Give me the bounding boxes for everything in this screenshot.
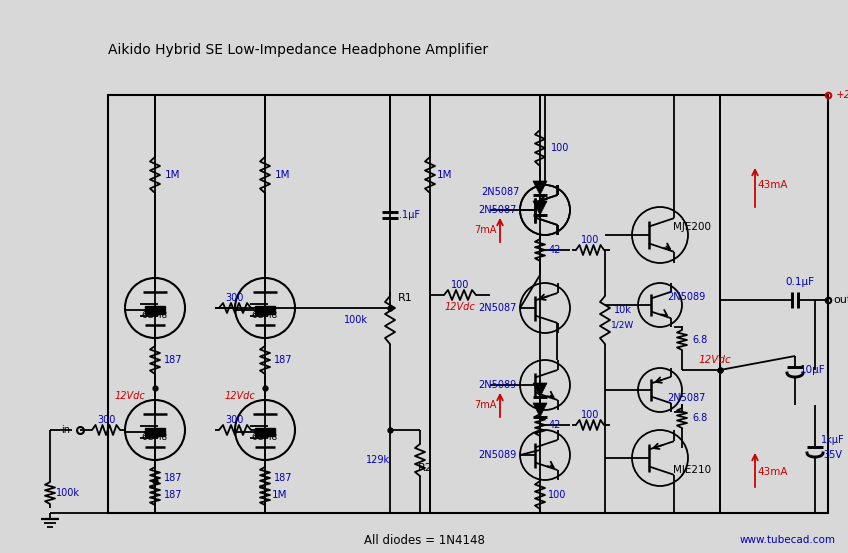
Text: 35V: 35V (823, 450, 843, 460)
Text: www.tubecad.com: www.tubecad.com (740, 535, 836, 545)
Text: Aikido Hybrid SE Low-Impedance Headphone Amplifier: Aikido Hybrid SE Low-Impedance Headphone… (108, 43, 488, 57)
Text: 129k: 129k (365, 455, 390, 465)
Text: MJE200: MJE200 (673, 222, 711, 232)
Text: out: out (833, 295, 848, 305)
Polygon shape (533, 383, 547, 397)
Text: in: in (61, 425, 70, 435)
Text: 43mA: 43mA (758, 180, 789, 190)
Text: 6GM8: 6GM8 (142, 311, 168, 321)
Text: 6.8: 6.8 (692, 413, 707, 423)
Text: .1μF: .1μF (399, 210, 421, 220)
Text: 2N5089: 2N5089 (478, 380, 516, 390)
Text: 42: 42 (549, 245, 561, 255)
Text: 1/2W: 1/2W (611, 321, 634, 330)
Text: 300: 300 (97, 415, 115, 425)
Text: 100: 100 (451, 280, 469, 290)
Text: 0.1μF: 0.1μF (785, 277, 814, 287)
Text: 2N5087: 2N5087 (481, 187, 519, 197)
Text: 6GM8: 6GM8 (252, 311, 278, 321)
Text: 43mA: 43mA (758, 467, 789, 477)
Text: 6GM8: 6GM8 (142, 434, 168, 442)
Text: 2N5089: 2N5089 (667, 292, 706, 302)
Text: R1: R1 (398, 293, 413, 303)
Polygon shape (533, 403, 547, 417)
Polygon shape (533, 181, 547, 195)
Text: 1M: 1M (438, 170, 453, 180)
Text: 12Vdc: 12Vdc (444, 302, 476, 312)
Text: 300: 300 (226, 293, 244, 303)
Text: 100k: 100k (344, 315, 368, 325)
FancyBboxPatch shape (145, 306, 165, 314)
Polygon shape (533, 201, 547, 215)
Text: 2N5087: 2N5087 (477, 303, 516, 313)
Text: 12Vdc: 12Vdc (114, 391, 145, 401)
Text: 12Vdc: 12Vdc (699, 355, 731, 365)
FancyBboxPatch shape (255, 427, 275, 436)
Text: 1M: 1M (272, 490, 287, 500)
Text: 6GM8: 6GM8 (252, 434, 278, 442)
Text: 187: 187 (164, 355, 182, 365)
Text: 1kμF: 1kμF (821, 435, 845, 445)
FancyBboxPatch shape (255, 306, 275, 314)
Text: +24Vdc: +24Vdc (836, 90, 848, 100)
Text: 100: 100 (581, 235, 600, 245)
Text: 100: 100 (548, 490, 566, 500)
Text: 187: 187 (274, 355, 293, 365)
Text: 10k: 10k (614, 305, 632, 315)
Text: 2N5087: 2N5087 (667, 393, 706, 403)
Text: 2N5087: 2N5087 (477, 205, 516, 215)
Text: 1M: 1M (276, 170, 291, 180)
Text: R2: R2 (417, 463, 432, 473)
FancyBboxPatch shape (145, 427, 165, 436)
Text: 42: 42 (549, 420, 561, 430)
Text: 7mA: 7mA (474, 225, 496, 235)
Text: 1M: 1M (165, 170, 181, 180)
Text: 7mA: 7mA (474, 400, 496, 410)
Text: 2N5089: 2N5089 (478, 450, 516, 460)
Text: 100k: 100k (56, 488, 80, 498)
Text: 100: 100 (551, 143, 569, 153)
Text: 300: 300 (226, 415, 244, 425)
Text: 187: 187 (274, 473, 293, 483)
Text: 187: 187 (164, 473, 182, 483)
Text: All diodes = 1N4148: All diodes = 1N4148 (364, 534, 484, 546)
Text: 12Vdc: 12Vdc (225, 391, 255, 401)
Text: 100: 100 (581, 410, 600, 420)
Text: MJE210: MJE210 (673, 465, 711, 475)
Bar (108, 95, 828, 513)
Text: 10μF: 10μF (801, 365, 826, 375)
Text: 6.8: 6.8 (692, 335, 707, 345)
Text: 187: 187 (164, 490, 182, 500)
